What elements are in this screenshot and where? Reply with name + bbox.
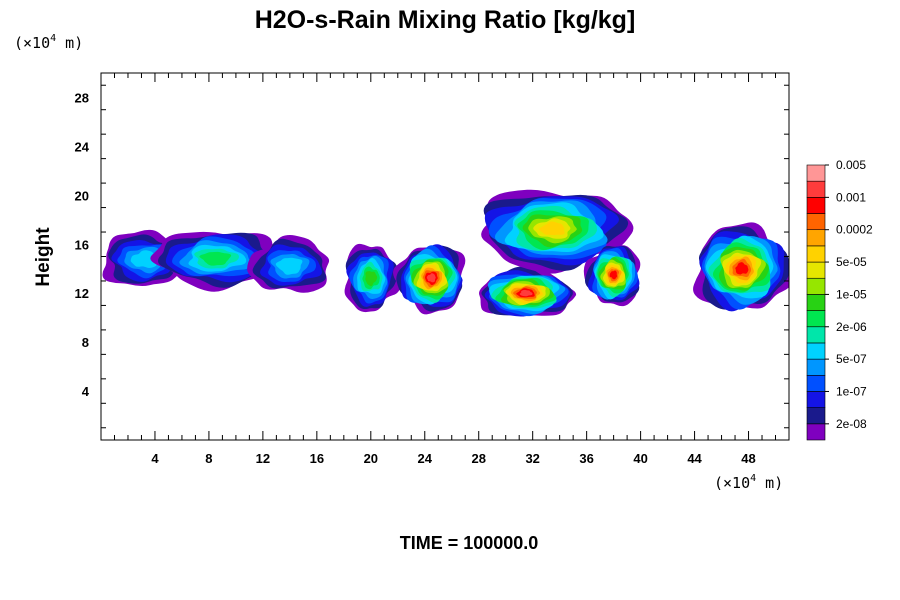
y-tick-label: 8 — [82, 335, 89, 350]
x-unit-label: (×104 m) — [714, 473, 783, 492]
chart-title: H2O-s-Rain Mixing Ratio [kg/kg] — [255, 6, 636, 34]
colorbar: 2e-08 1e-07 5e-07 2e-06 1e-05 5e-05 0.0002 0.00… — [806, 158, 873, 441]
colorbar-label: 0.0002 — [836, 223, 873, 237]
x-tick-label: 4 — [151, 451, 159, 466]
cloud-field — [102, 189, 789, 317]
colorbar-label: 5e-07 — [836, 352, 867, 366]
x-tick-label: 20 — [364, 451, 378, 466]
colorbar-swatch — [806, 342, 826, 360]
colorbar-swatch — [806, 197, 826, 214]
colorbar-swatch — [806, 374, 826, 392]
x-tick-label: 44 — [687, 451, 702, 466]
colorbar-swatch — [806, 180, 826, 198]
colorbar-swatch — [806, 326, 826, 344]
colorbar-label: 0.005 — [836, 158, 866, 172]
colorbar-swatch — [806, 229, 826, 247]
colorbar-swatch — [806, 213, 826, 231]
colorbar-swatch — [806, 310, 826, 328]
y-tick-label: 28 — [75, 90, 89, 105]
y-axis: 4 8 12 16 20 24 28 — [75, 84, 789, 429]
x-tick-label: 32 — [525, 451, 539, 466]
colorbar-label: 1e-05 — [836, 287, 867, 301]
colorbar-swatch — [806, 391, 826, 408]
colorbar-label: 1e-07 — [836, 384, 867, 398]
y-tick-label: 4 — [82, 384, 90, 399]
cloud-contour — [609, 270, 618, 280]
x-tick-label: 16 — [310, 451, 324, 466]
colorbar-swatch — [806, 261, 826, 279]
y-tick-label: 12 — [75, 286, 89, 301]
cloud-contour — [519, 289, 533, 297]
x-tick-label: 24 — [418, 451, 433, 466]
x-tick-label: 28 — [471, 451, 485, 466]
x-tick-label: 12 — [256, 451, 270, 466]
colorbar-swatch — [806, 423, 826, 441]
y-tick-label: 20 — [75, 188, 89, 203]
colorbar-swatch — [806, 164, 826, 182]
x-tick-label: 48 — [741, 451, 755, 466]
y-tick-label: 24 — [75, 139, 90, 154]
colorbar-label: 0.001 — [836, 190, 866, 204]
colorbar-label: 2e-06 — [836, 320, 867, 334]
cloud-contour — [199, 251, 232, 266]
colorbar-label: 5e-05 — [836, 255, 867, 269]
cloud-contour — [130, 250, 158, 268]
y-tick-label: 16 — [75, 237, 89, 252]
y-axis-label: Height — [33, 227, 54, 287]
x-axis: 4 8 12 16 20 24 28 32 36 40 44 48 — [100, 73, 777, 466]
colorbar-label: 2e-08 — [836, 417, 867, 431]
x-tick-label: 40 — [633, 451, 647, 466]
x-tick-label: 36 — [579, 451, 593, 466]
colorbar-swatch — [806, 358, 826, 376]
colorbar-swatch — [806, 245, 826, 263]
cloud-contour — [365, 271, 378, 287]
colorbar-swatch — [806, 294, 826, 311]
cloud-contour — [275, 257, 303, 275]
time-label: TIME = 100000.0 — [400, 533, 539, 553]
x-tick-label: 8 — [205, 451, 212, 466]
cloud-contour — [426, 273, 436, 283]
plot-area — [102, 189, 789, 317]
colorbar-swatch — [806, 407, 826, 425]
cloud-contour — [735, 262, 749, 275]
y-unit-label: (×104 m) — [14, 33, 83, 52]
colorbar-swatch — [806, 277, 826, 295]
cloud-contour — [539, 221, 565, 235]
